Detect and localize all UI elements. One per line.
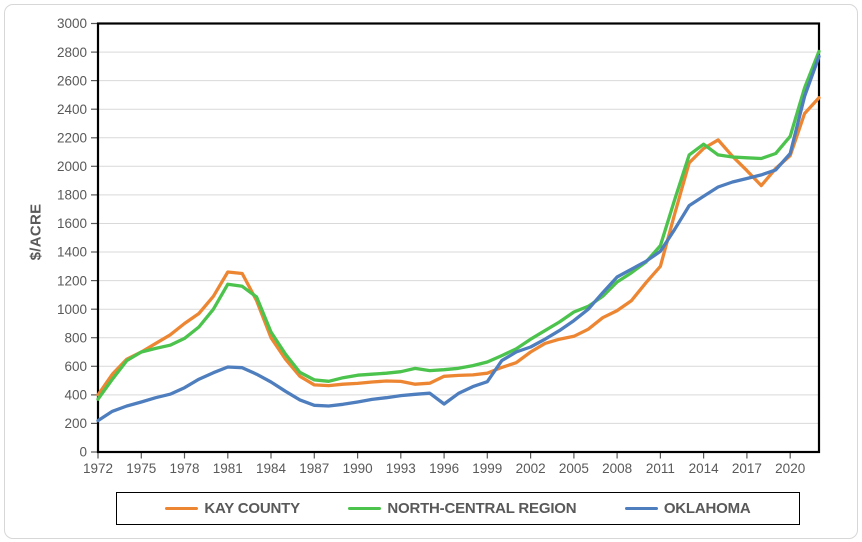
north-central-region-line-swatch — [348, 506, 382, 511]
svg-text:2011: 2011 — [646, 461, 675, 476]
svg-text:2014: 2014 — [689, 461, 720, 476]
svg-text:1999: 1999 — [472, 461, 502, 476]
svg-text:1996: 1996 — [429, 461, 459, 476]
svg-text:3000: 3000 — [57, 16, 87, 31]
svg-text:1200: 1200 — [57, 273, 87, 288]
svg-text:1975: 1975 — [126, 461, 156, 476]
svg-text:2800: 2800 — [57, 45, 87, 60]
svg-text:0: 0 — [79, 445, 87, 460]
svg-text:1978: 1978 — [169, 461, 199, 476]
svg-text:2200: 2200 — [57, 131, 87, 146]
legend-item-north-central-region: NORTH-CENTRAL REGION — [348, 500, 577, 517]
legend-item-kay-county: KAY COUNTY — [165, 500, 300, 517]
kay-county-line-swatch — [165, 506, 199, 511]
legend: KAY COUNTY NORTH-CENTRAL REGION OKLAHOMA — [116, 492, 800, 525]
svg-text:2017: 2017 — [732, 461, 762, 476]
legend-label-north-central-region: NORTH-CENTRAL REGION — [387, 500, 577, 517]
legend-label-oklahoma: OKLAHOMA — [663, 500, 751, 517]
svg-text:1987: 1987 — [299, 461, 329, 476]
legend-item-oklahoma: OKLAHOMA — [624, 500, 751, 517]
oklahoma-line-swatch — [624, 506, 658, 511]
svg-text:600: 600 — [64, 359, 87, 374]
svg-text:1993: 1993 — [386, 461, 416, 476]
svg-text:400: 400 — [64, 388, 87, 403]
svg-text:1990: 1990 — [343, 461, 373, 476]
svg-text:1400: 1400 — [57, 245, 87, 260]
legend-label-kay-county: KAY COUNTY — [204, 500, 300, 517]
svg-text:200: 200 — [64, 416, 87, 431]
svg-text:1000: 1000 — [57, 302, 87, 317]
svg-text:800: 800 — [64, 330, 87, 345]
svg-text:1600: 1600 — [57, 216, 87, 231]
svg-text:1981: 1981 — [213, 461, 243, 476]
svg-text:2600: 2600 — [57, 73, 87, 88]
svg-text:2008: 2008 — [602, 461, 632, 476]
y-axis-title: $/ACRE — [27, 203, 45, 261]
svg-text:2400: 2400 — [57, 102, 87, 117]
svg-text:2002: 2002 — [516, 461, 546, 476]
svg-text:1972: 1972 — [83, 461, 113, 476]
svg-text:1984: 1984 — [256, 461, 287, 476]
svg-text:1800: 1800 — [57, 188, 87, 203]
svg-text:2020: 2020 — [775, 461, 805, 476]
svg-text:2005: 2005 — [559, 461, 589, 476]
svg-text:2000: 2000 — [57, 159, 87, 174]
